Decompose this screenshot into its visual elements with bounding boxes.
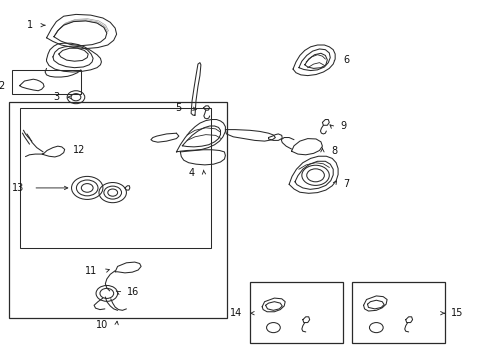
Text: 10: 10 [96,320,108,330]
Text: 8: 8 [331,146,337,156]
Text: 1: 1 [27,20,33,30]
Bar [12,70,81,94]
Text: 11: 11 [85,266,97,276]
Text: 2: 2 [0,81,5,91]
Text: 15: 15 [451,308,463,318]
Text: 12: 12 [73,145,85,156]
Text: 14: 14 [230,308,242,318]
Bar [250,282,343,343]
Text: 3: 3 [54,92,60,102]
Text: 16: 16 [127,287,140,297]
Text: 6: 6 [343,55,349,66]
Bar [352,282,445,343]
Text: 4: 4 [189,168,195,178]
Bar [9,102,227,318]
Bar [20,108,211,248]
Text: 9: 9 [340,121,346,131]
Text: 5: 5 [175,103,181,113]
Text: 7: 7 [343,179,349,189]
Text: 13: 13 [12,183,24,193]
